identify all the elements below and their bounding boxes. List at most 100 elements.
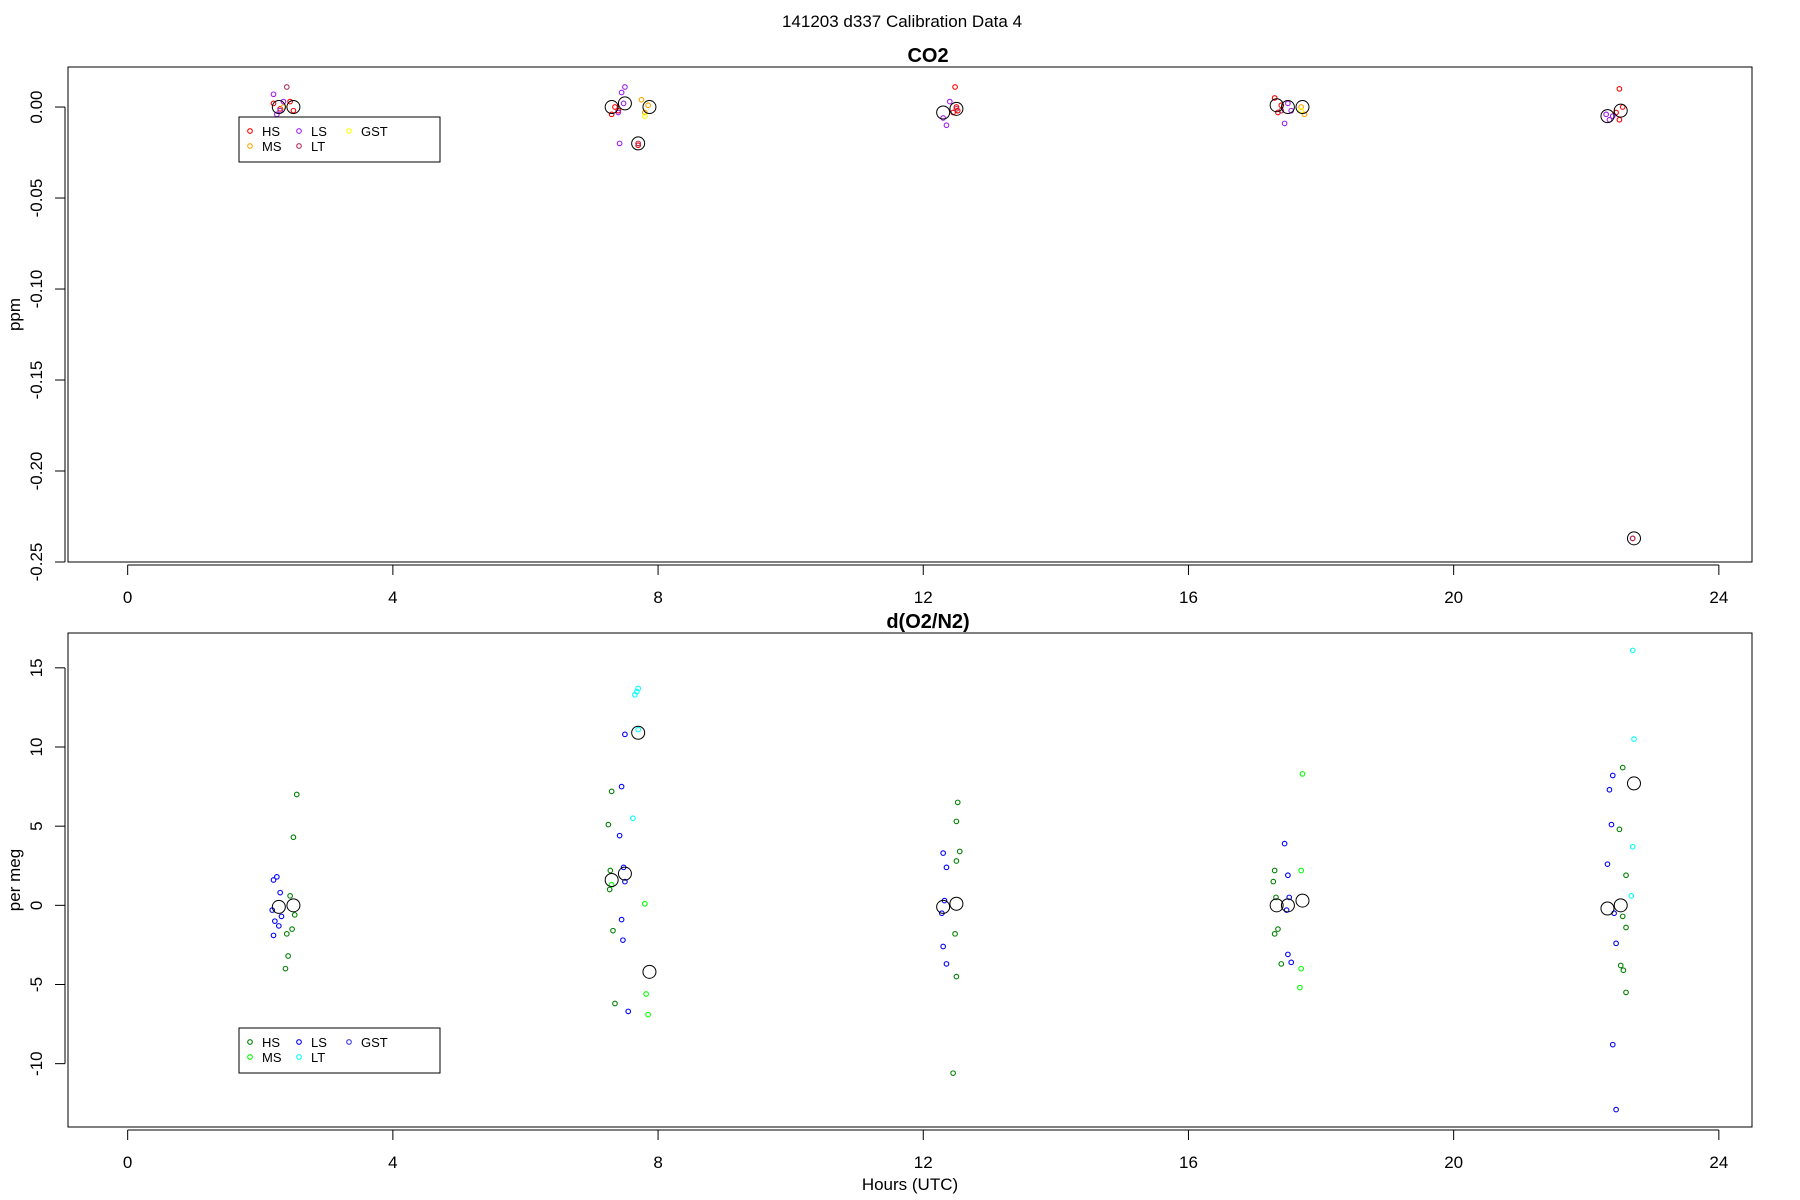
data-point [946, 98, 953, 105]
data-point [612, 104, 618, 110]
y-tick-label: -10 [27, 1051, 46, 1076]
plot-frame [67, 632, 1753, 1128]
legend-marker [296, 143, 302, 149]
data-point [616, 832, 623, 839]
data-point [605, 821, 612, 828]
data-point [612, 1000, 618, 1007]
mean-point [1269, 98, 1284, 113]
mean-point [949, 896, 964, 911]
data-point [272, 918, 278, 925]
data-point [645, 1011, 651, 1018]
data-point [1609, 772, 1616, 779]
data-point [1604, 861, 1611, 868]
series-gst [641, 107, 1305, 119]
data-point [1609, 1041, 1616, 1048]
legend-marker [247, 128, 253, 134]
mean-point [286, 898, 301, 913]
data-point [953, 858, 960, 864]
y-tick-label: 5 [27, 821, 46, 830]
data-point [1619, 764, 1626, 771]
figure-suptitle: 141203 d337 Calibration Data 4 [782, 12, 1022, 31]
y-tick-label: -0.20 [27, 452, 46, 491]
data-point [641, 900, 648, 907]
y-tick-label: -5 [27, 977, 46, 992]
data-point [625, 1008, 632, 1015]
mean-point [1280, 898, 1295, 913]
x-axis: 0 4 8 12 16 20 24 [123, 564, 1728, 607]
data-point [635, 685, 642, 692]
data-point [289, 926, 295, 932]
data-point [290, 107, 297, 114]
data-point [1298, 104, 1305, 110]
data-point [287, 892, 293, 899]
data-point [1616, 85, 1623, 92]
series-lt [283, 84, 1636, 542]
data-point [940, 115, 946, 121]
data-point [1631, 736, 1637, 742]
data-point [645, 102, 651, 109]
x-tick-label: 24 [1709, 588, 1728, 607]
x-axis-title: Hours (UTC) [862, 1175, 958, 1194]
y-tick-label: -0.05 [27, 179, 46, 218]
legend-box [238, 1027, 441, 1074]
data-point [283, 84, 290, 90]
data-point [943, 122, 950, 129]
data-point [608, 788, 615, 795]
y-tick-label: -0.10 [27, 270, 46, 309]
x-tick-label: 4 [388, 588, 397, 607]
data-point [1281, 120, 1288, 127]
legend-label: HS [262, 1035, 280, 1050]
data-point [291, 911, 298, 918]
data-point [622, 731, 628, 738]
data-point [620, 937, 626, 944]
data-point [1281, 840, 1288, 847]
x-tick-label: 12 [914, 1153, 933, 1172]
mean-point [642, 100, 657, 115]
mean-point [1295, 893, 1310, 908]
data-point [618, 783, 625, 790]
data-point [608, 111, 615, 118]
x-tick-label: 20 [1444, 1153, 1463, 1172]
legend-label: HS [262, 124, 280, 139]
x-tick-label: 12 [914, 588, 933, 607]
mean-point [631, 725, 646, 740]
mean-point [286, 100, 301, 115]
mean-point [949, 101, 964, 116]
legend-marker [296, 1039, 302, 1045]
series-hs [270, 84, 1636, 542]
mean-point [1626, 531, 1641, 546]
x-tick-label: 16 [1179, 588, 1198, 607]
x-tick-label: 4 [388, 1153, 397, 1172]
data-point [1629, 647, 1636, 654]
legend-label: LT [311, 139, 325, 154]
legend-label: GST [361, 124, 388, 139]
data-point [1278, 961, 1285, 967]
x-tick-label: 8 [653, 588, 662, 607]
mean-point [1626, 776, 1641, 791]
y-axis-title: per meg [5, 849, 24, 911]
data-point [1623, 924, 1629, 931]
data-point [283, 930, 290, 937]
legend-label: LS [311, 1035, 327, 1050]
data-point [1298, 867, 1305, 874]
data-point [622, 878, 628, 885]
legend-marker [296, 1054, 302, 1060]
data-point [620, 100, 627, 107]
series-hs [282, 764, 1629, 1077]
data-point [953, 818, 960, 825]
data-point [1275, 926, 1281, 932]
data-point [270, 100, 277, 107]
legend-label: LT [311, 1050, 325, 1065]
data-point [610, 927, 616, 934]
data-point [1273, 894, 1279, 901]
data-point [1271, 867, 1278, 874]
mean-point [642, 964, 657, 979]
data-point [1623, 989, 1629, 996]
data-point [943, 864, 950, 871]
mean-point [617, 96, 632, 111]
data-point [635, 140, 642, 147]
x-tick-label: 16 [1179, 1153, 1198, 1172]
mean-point [1600, 901, 1615, 916]
